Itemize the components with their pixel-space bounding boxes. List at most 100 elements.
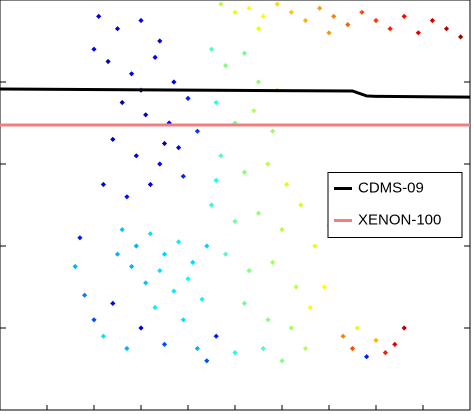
point [114,251,121,257]
point [161,341,168,347]
point [298,202,304,208]
limit-line [0,87,471,99]
point [208,46,215,52]
point [429,17,435,24]
point [326,30,332,36]
point [260,13,266,19]
point [270,259,276,265]
point [349,345,356,352]
point [354,325,360,331]
point [194,128,200,134]
point [232,218,238,224]
point [91,46,97,52]
point [105,58,111,65]
point [246,5,252,11]
point [190,259,196,265]
point [359,9,365,15]
point [373,337,379,343]
point [72,263,78,270]
point [110,136,116,142]
legend-label: CDMS-09 [358,179,424,196]
point [251,108,257,114]
point [373,17,379,24]
point [241,169,247,175]
point [443,26,450,32]
point [223,63,229,69]
point [331,13,337,19]
point [171,79,177,85]
point [199,296,205,302]
point [213,333,219,339]
point [345,22,351,28]
point [100,333,106,339]
point [147,181,153,188]
point [143,112,149,118]
point [288,9,294,15]
legend: CDMS-09 XENON-100 [327,172,463,238]
point [194,345,200,352]
point [458,34,464,40]
point [302,345,309,352]
point [91,317,97,323]
point [321,284,327,290]
point [317,5,323,11]
point [157,38,163,44]
point [270,128,276,134]
point [232,120,238,126]
point [387,26,393,32]
point [119,99,125,106]
point [312,243,318,249]
point [288,325,294,331]
point [119,227,125,233]
point [364,354,370,360]
point [82,292,88,298]
point [129,263,135,270]
point [110,300,116,306]
point [401,325,407,331]
point [246,268,252,274]
point [133,243,139,249]
point [223,251,229,257]
point [213,99,219,106]
point [340,333,346,339]
point [96,13,102,19]
point [171,288,177,294]
legend-box [327,172,463,238]
point [284,181,290,188]
point [255,210,262,216]
point [157,268,163,274]
point [255,79,262,85]
point [143,280,149,286]
point [260,345,266,352]
point [302,17,309,24]
point [157,161,163,167]
point [204,243,210,249]
point [176,145,182,151]
point [213,177,219,183]
point [77,235,83,241]
point [100,181,106,188]
point [279,227,285,233]
point [415,30,421,36]
point [152,54,158,60]
point [274,1,280,7]
point [124,345,130,352]
point [114,26,121,32]
point [382,350,388,356]
point [185,276,191,282]
point [392,341,398,347]
point [180,317,186,323]
point [255,26,262,32]
point [161,251,168,257]
point [241,300,247,306]
point [129,71,135,77]
point [176,239,182,245]
point [124,194,130,200]
point [138,325,144,331]
point [279,358,285,364]
point [147,231,153,237]
point [161,140,168,147]
point [307,304,313,311]
point [185,95,191,101]
